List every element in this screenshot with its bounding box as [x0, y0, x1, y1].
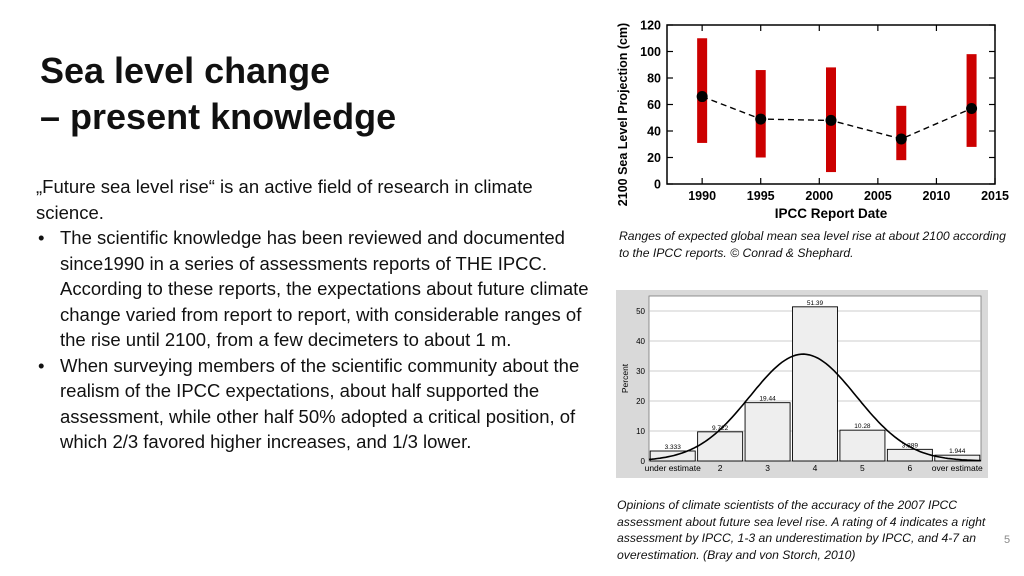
data-point	[755, 113, 767, 125]
bar-value-label: 10.28	[854, 423, 871, 430]
y-tick-label: 100	[640, 45, 661, 59]
y-tick-label: 0	[641, 457, 646, 466]
histogram-bar	[934, 454, 981, 462]
bar-value-label: 19.44	[759, 396, 776, 403]
y-axis-label: 2100 Sea Level Projection (cm)	[616, 23, 630, 206]
x-tick-label: 6	[907, 463, 912, 473]
histogram-bar	[744, 402, 791, 462]
x-tick-label: 1995	[747, 189, 775, 203]
bar-value-label: 3.333	[665, 444, 682, 451]
bar-value-label: 3.889	[902, 442, 919, 449]
x-tick-label: 4	[813, 463, 818, 473]
bullet-list: The scientific knowledge has been review…	[36, 225, 596, 455]
bullet-item: The scientific knowledge has been review…	[36, 225, 596, 353]
x-axis-label: IPCC Report Date	[775, 206, 888, 221]
data-point	[895, 133, 907, 145]
chart1-caption: Ranges of expected global mean sea level…	[619, 229, 1006, 260]
y-tick-label: 40	[636, 337, 645, 346]
y-tick-label: 40	[647, 125, 661, 139]
x-tick-label: under estimate	[645, 463, 701, 473]
x-tick-label: 5	[860, 463, 865, 473]
chart2-caption: Opinions of climate scientists of the ac…	[617, 498, 986, 562]
data-point	[966, 102, 978, 114]
title-line-2: – present knowledge	[40, 96, 397, 137]
histogram-bar	[697, 431, 744, 462]
range-bar	[697, 38, 708, 143]
y-tick-label: 10	[636, 427, 645, 436]
bar-value-label: 1.944	[949, 448, 966, 455]
slide-title: Sea level change – present knowledge	[40, 48, 580, 140]
y-tick-label: 50	[636, 307, 645, 316]
range-bar	[896, 105, 907, 161]
data-point	[825, 114, 837, 126]
x-tick-label: 2	[718, 463, 723, 473]
body-text: „Future sea level rise“ is an active fie…	[36, 174, 596, 455]
histogram-bar	[792, 306, 838, 462]
x-tick-label: 2010	[923, 189, 951, 203]
histogram-bar	[886, 448, 933, 462]
y-tick-label: 80	[647, 72, 661, 86]
ipcc-projection-chart: 0 20 40 60 80 100 120 1990 1995 2000 2005 2010 2015 I…	[616, 19, 1009, 222]
bar-value-label: 51.39	[807, 300, 824, 307]
y-tick-label: 30	[636, 367, 645, 376]
y-tick-label: 20	[647, 151, 661, 165]
x-tick-label: over estimate	[932, 463, 983, 473]
y-tick-label: 20	[636, 397, 645, 406]
y-tick-label: 0	[654, 178, 661, 192]
x-tick-label: 2015	[981, 189, 1009, 203]
x-tick-label: 3	[765, 463, 770, 473]
x-tick-label: 2000	[805, 189, 833, 203]
data-point	[696, 91, 708, 103]
range-bar	[966, 54, 977, 147]
bullet-item: When surveying members of the scientific…	[36, 353, 596, 455]
title-line-1: Sea level change	[40, 50, 331, 91]
y-tick-label: 120	[640, 19, 661, 33]
page-number: 5	[1004, 534, 1011, 546]
intro-paragraph: „Future sea level rise“ is an active fie…	[36, 176, 533, 223]
x-tick-label: 2005	[864, 189, 892, 203]
x-tick-label: 1990	[688, 189, 716, 203]
histogram-bar	[839, 429, 886, 462]
y-tick-label: 60	[647, 98, 661, 112]
normal-fit-curve	[648, 353, 982, 462]
y-axis-label: Percent	[620, 363, 630, 393]
